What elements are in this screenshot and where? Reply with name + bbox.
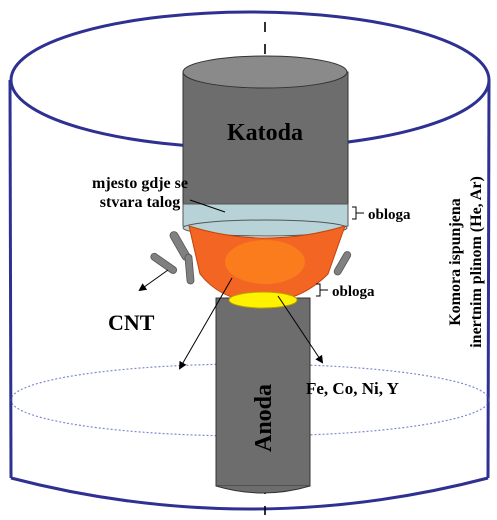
chamber-left-wall [8,79,13,479]
coating-upper-label: obloga [368,207,411,223]
deposit-label-line2: stvara talog [100,194,180,211]
plasma-arrow-left [178,277,233,370]
chamber [8,10,491,511]
nanotubes [150,231,352,285]
plasma-core [225,240,305,284]
catalyst-label: Fe, Co, Ni, Y [306,379,399,398]
chamber-bottom-front-rim [10,476,489,511]
catalyst-pool [228,291,298,309]
leader-lines [138,199,364,370]
deposit-label-line1: mjesto gdje se [92,175,188,192]
deposit-band-bottom [182,219,348,237]
anode: Anoda [215,297,311,494]
anode-bottom-curve [215,485,311,494]
anode-label: Anoda [251,384,277,452]
cnt-arrow [138,269,169,292]
chamber-right-wall [486,79,491,479]
deposit-leader [189,199,226,213]
cathode: Katoda [182,55,349,214]
chamber-label-line2: inertnim plinom (He, Ar) [468,176,485,348]
cathode-top [182,55,348,89]
coating-lower-label: obloga [332,284,375,300]
coating-upper-bracket [352,206,364,220]
nanotube [150,252,178,274]
cnt-label: CNT [108,310,155,335]
catalyst-arrow [277,295,324,364]
chamber-bottom-back-rim [10,363,490,437]
chamber-label-line1: Komora ispunjena [447,198,464,326]
nanotube [333,251,352,276]
nanotube [184,253,195,285]
coating-lower-bracket [316,283,328,297]
cathode-label: Katoda [227,120,303,146]
cathode-body [182,71,349,205]
